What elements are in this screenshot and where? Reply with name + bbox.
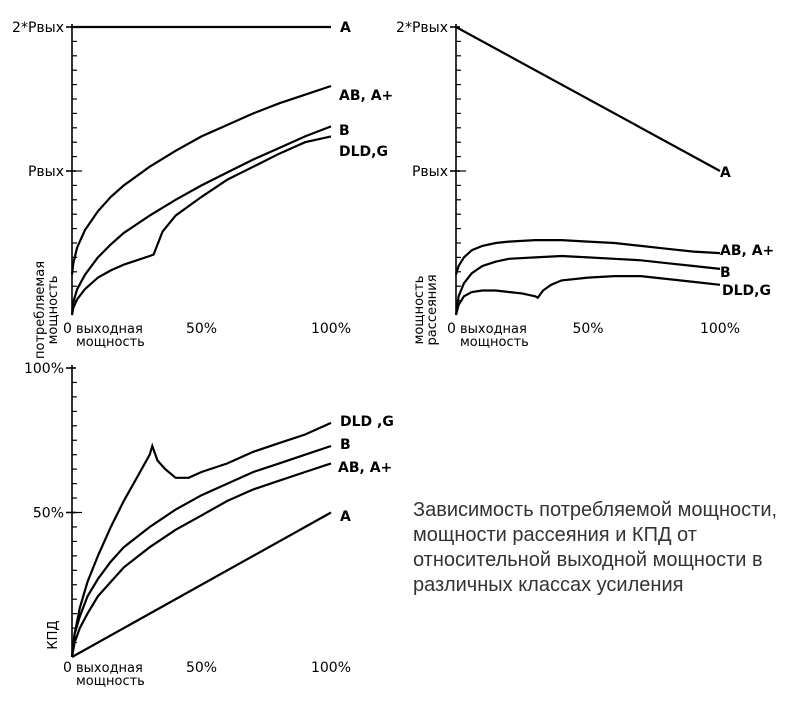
y-axis-label-line: мощность [412,276,427,345]
series-line [70,444,332,658]
series-line [70,421,332,658]
series-label: A [340,20,351,36]
x-tick-label: 50% [186,660,217,676]
y-tick-label: 50% [33,506,64,522]
series-label: AB, A+ [338,460,392,476]
series-line [70,135,332,316]
x-tick-label: 50% [572,321,603,337]
x-tick-label: 50% [186,321,217,337]
series-line [454,254,721,316]
y-tick-label: 2*Рвых [396,20,448,36]
x-tick-label-zero: 0 [447,321,456,337]
series-label: A [720,165,731,181]
series-line [70,462,332,658]
x-tick-label-zero: 0 [63,321,72,337]
series-line [70,125,332,316]
x-tick-label: 100% [700,321,740,337]
y-axis-label-line: рассеяния [425,274,440,345]
y-axis-label: КПД [46,620,61,649]
x-axis-label: мощность [76,674,145,689]
x-tick-label: 100% [311,660,351,676]
x-tick-label-zero: 0 [63,660,72,676]
x-axis-label: выходная [76,322,143,337]
series-line [70,84,332,275]
series-label: B [720,265,731,281]
series-line [454,239,721,276]
figure-caption: Зависимость потребляемой мощности, мощно… [413,499,778,596]
y-tick-label: Рвых [28,164,64,180]
series-label: DLD,G [722,283,771,299]
series-label: A [340,509,351,525]
series-label: B [340,437,351,453]
series-label: B [339,123,350,139]
x-axis-label: выходная [76,661,143,676]
x-axis-label: мощность [460,335,529,350]
series-line [455,26,721,172]
y-axis-label-line: потребляемая [33,261,48,359]
series-label: DLD ,G [340,414,394,430]
series-label: DLD,G [339,144,388,160]
y-tick-label: Рвых [412,164,448,180]
y-tick-label: 2*Рвых [12,20,64,36]
x-axis-label: мощность [76,335,145,350]
y-axis-label-line: мощность [46,276,61,345]
series-label: AB, A+ [720,243,774,259]
series-label: AB, A+ [339,88,393,104]
y-tick-label: 100% [24,361,64,377]
y-axis-label-line: КПД [46,620,61,649]
x-axis-label: выходная [460,322,527,337]
x-tick-label: 100% [311,321,351,337]
series-line [71,511,332,658]
series-line [454,275,721,316]
